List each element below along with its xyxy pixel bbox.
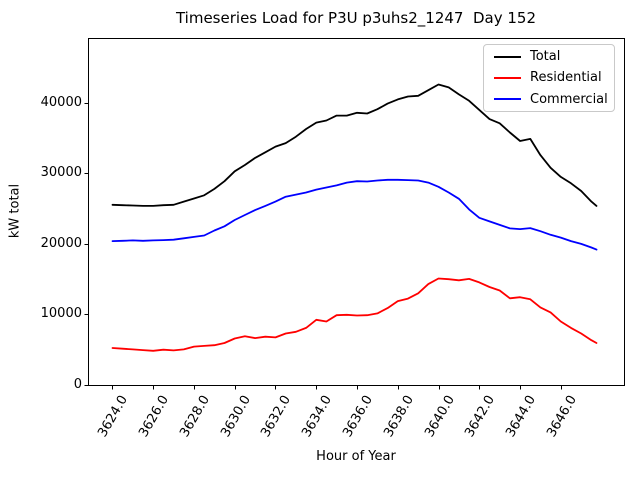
- legend-item-total: Total: [484, 47, 614, 67]
- y-tick-label: 0: [73, 377, 82, 392]
- legend-line-sample-total: [494, 55, 521, 58]
- series-line-total: [111, 83, 598, 207]
- series-line-residential: [111, 277, 598, 352]
- legend-line-sample-commercial: [494, 98, 521, 101]
- legend-label-residential: Residential: [530, 70, 602, 86]
- legend-item-commercial: Commercial: [484, 89, 614, 109]
- legend-label-commercial: Commercial: [530, 91, 608, 107]
- chart-title: Timeseries Load for P3U p3uhs2_1247 Day …: [175, 9, 537, 27]
- legend-item-residential: Residential: [484, 68, 614, 88]
- series-line-commercial: [111, 178, 598, 251]
- legend-label-total: Total: [530, 49, 561, 65]
- y-tick-label: 20000: [40, 236, 82, 251]
- plot-border: [88, 38, 625, 386]
- y-tick-label: 40000: [40, 95, 82, 110]
- y-axis-label: kW total: [7, 183, 23, 239]
- legend: Total Residential Commercial: [483, 44, 615, 112]
- y-tick-label: 10000: [40, 306, 82, 321]
- x-axis-label: Hour of Year: [316, 449, 396, 464]
- legend-line-sample-residential: [494, 76, 521, 79]
- y-tick-label: 30000: [40, 165, 82, 180]
